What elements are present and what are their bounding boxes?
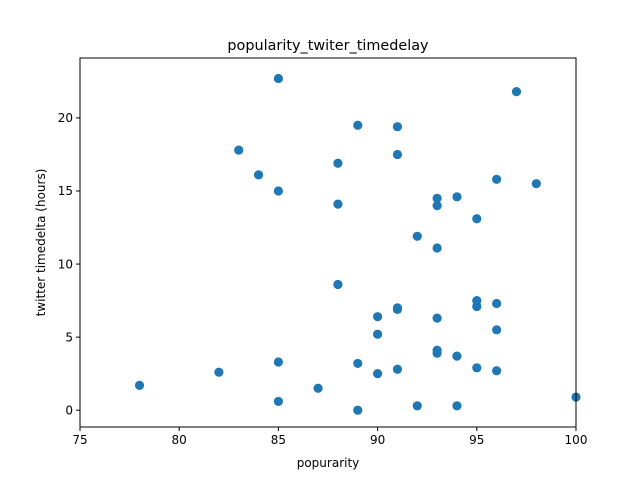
- x-axis-ticks: 75 80 85 90 95 100: [72, 427, 587, 447]
- data-point: [353, 358, 363, 369]
- x-tick-label: 75: [72, 433, 87, 447]
- data-point: [452, 192, 462, 202]
- data-point: [273, 73, 283, 84]
- x-tick-label: 85: [271, 433, 286, 447]
- data-point: [353, 120, 363, 130]
- data-point: [452, 401, 462, 411]
- data-point: [432, 243, 442, 253]
- data-point: [392, 364, 403, 374]
- x-tick-label: 100: [565, 433, 588, 447]
- data-point: [432, 313, 442, 323]
- data-point: [492, 298, 502, 309]
- data-point: [134, 380, 145, 390]
- chart-title: popularity_twiter_timedelay: [227, 38, 429, 54]
- data-point: [253, 170, 264, 180]
- data-point: [373, 369, 383, 379]
- x-tick-label: 80: [172, 433, 187, 447]
- data-point: [412, 231, 422, 241]
- y-axis-label: twitter timedelta (hours): [34, 169, 48, 317]
- data-point: [353, 405, 363, 415]
- data-point: [313, 383, 323, 393]
- y-tick-label: 15: [58, 184, 73, 198]
- y-axis-ticks: 0 5 10 15 20: [58, 111, 80, 417]
- data-point: [333, 158, 343, 168]
- data-point: [492, 174, 502, 184]
- data-point: [214, 367, 224, 377]
- x-tick-label: 90: [370, 433, 385, 447]
- data-point: [392, 149, 403, 160]
- data-point: [373, 312, 383, 322]
- x-axis-label: popurarity: [297, 456, 360, 470]
- data-point: [511, 87, 522, 97]
- data-point: [273, 357, 283, 367]
- data-point: [531, 179, 541, 189]
- data-point: [432, 201, 442, 211]
- data-point: [432, 193, 442, 203]
- axes-frame: [79, 57, 577, 428]
- data-point: [273, 396, 283, 407]
- data-point: [373, 329, 383, 339]
- x-tick-label: 95: [469, 433, 484, 447]
- data-point: [452, 351, 462, 361]
- y-tick-label: 20: [58, 111, 73, 125]
- data-point: [472, 214, 482, 224]
- data-point: [432, 348, 442, 358]
- plot-area: [134, 73, 581, 415]
- data-point: [234, 145, 244, 155]
- y-tick-label: 10: [58, 257, 73, 271]
- data-point: [333, 279, 343, 290]
- y-tick-label: 5: [65, 330, 73, 344]
- y-tick-label: 0: [65, 403, 73, 417]
- data-point: [472, 363, 482, 373]
- data-point: [492, 366, 502, 376]
- data-point: [412, 401, 422, 411]
- data-point: [472, 301, 482, 312]
- data-point: [392, 304, 403, 314]
- data-point: [392, 122, 403, 132]
- data-point: [273, 186, 283, 196]
- data-point: [492, 325, 502, 335]
- data-point: [333, 199, 343, 209]
